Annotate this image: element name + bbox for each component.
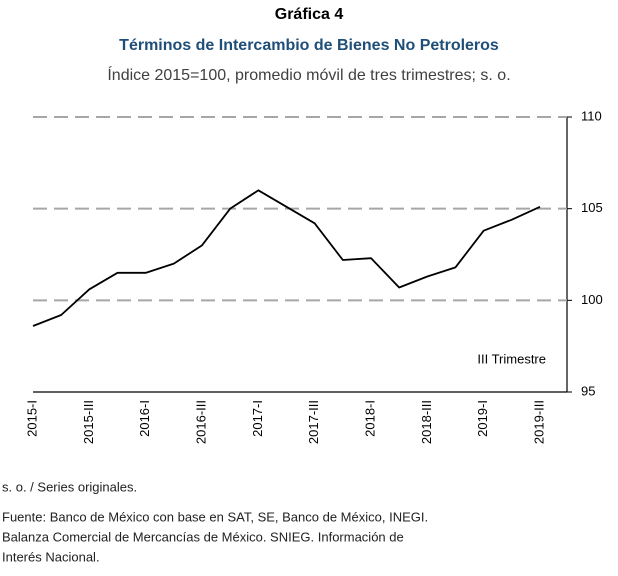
chart-subtitle: Índice 2015=100, promedio móvil de tres … — [107, 65, 510, 84]
chart-title: Gráfica 4 — [275, 6, 344, 23]
data-line — [32, 189, 541, 327]
annotation: III Trimestre — [477, 351, 546, 366]
x-tick-label: 2019-I — [475, 400, 490, 437]
footnote: Fuente: Banco de México con base en SAT,… — [2, 509, 428, 524]
y-tick-label: 95 — [581, 383, 595, 398]
y-tick-label: 100 — [581, 292, 603, 307]
y-tick-label: 105 — [581, 200, 603, 215]
x-tick-label: 2018-III — [419, 400, 434, 444]
x-tick-label: 2016-I — [137, 400, 152, 437]
footnote: s. o. / Series originales. — [2, 479, 137, 494]
x-tick-label: 2017-I — [250, 400, 265, 437]
x-tick-label: 2015-I — [24, 400, 39, 437]
chart-subtitle: Términos de Intercambio de Bienes No Pet… — [119, 37, 499, 54]
footnote: Balanza Comercial de Mercancías de Méxic… — [2, 529, 404, 544]
y-tick-label: 110 — [581, 108, 602, 123]
x-tick-label: 2017-III — [306, 400, 321, 444]
footnote: Interés Nacional. — [2, 549, 100, 564]
x-tick-label: 2015-III — [81, 400, 96, 444]
x-tick-label: 2016-III — [193, 400, 208, 444]
x-tick-label: 2019-III — [531, 400, 546, 444]
x-tick-label: 2018-I — [362, 400, 377, 437]
